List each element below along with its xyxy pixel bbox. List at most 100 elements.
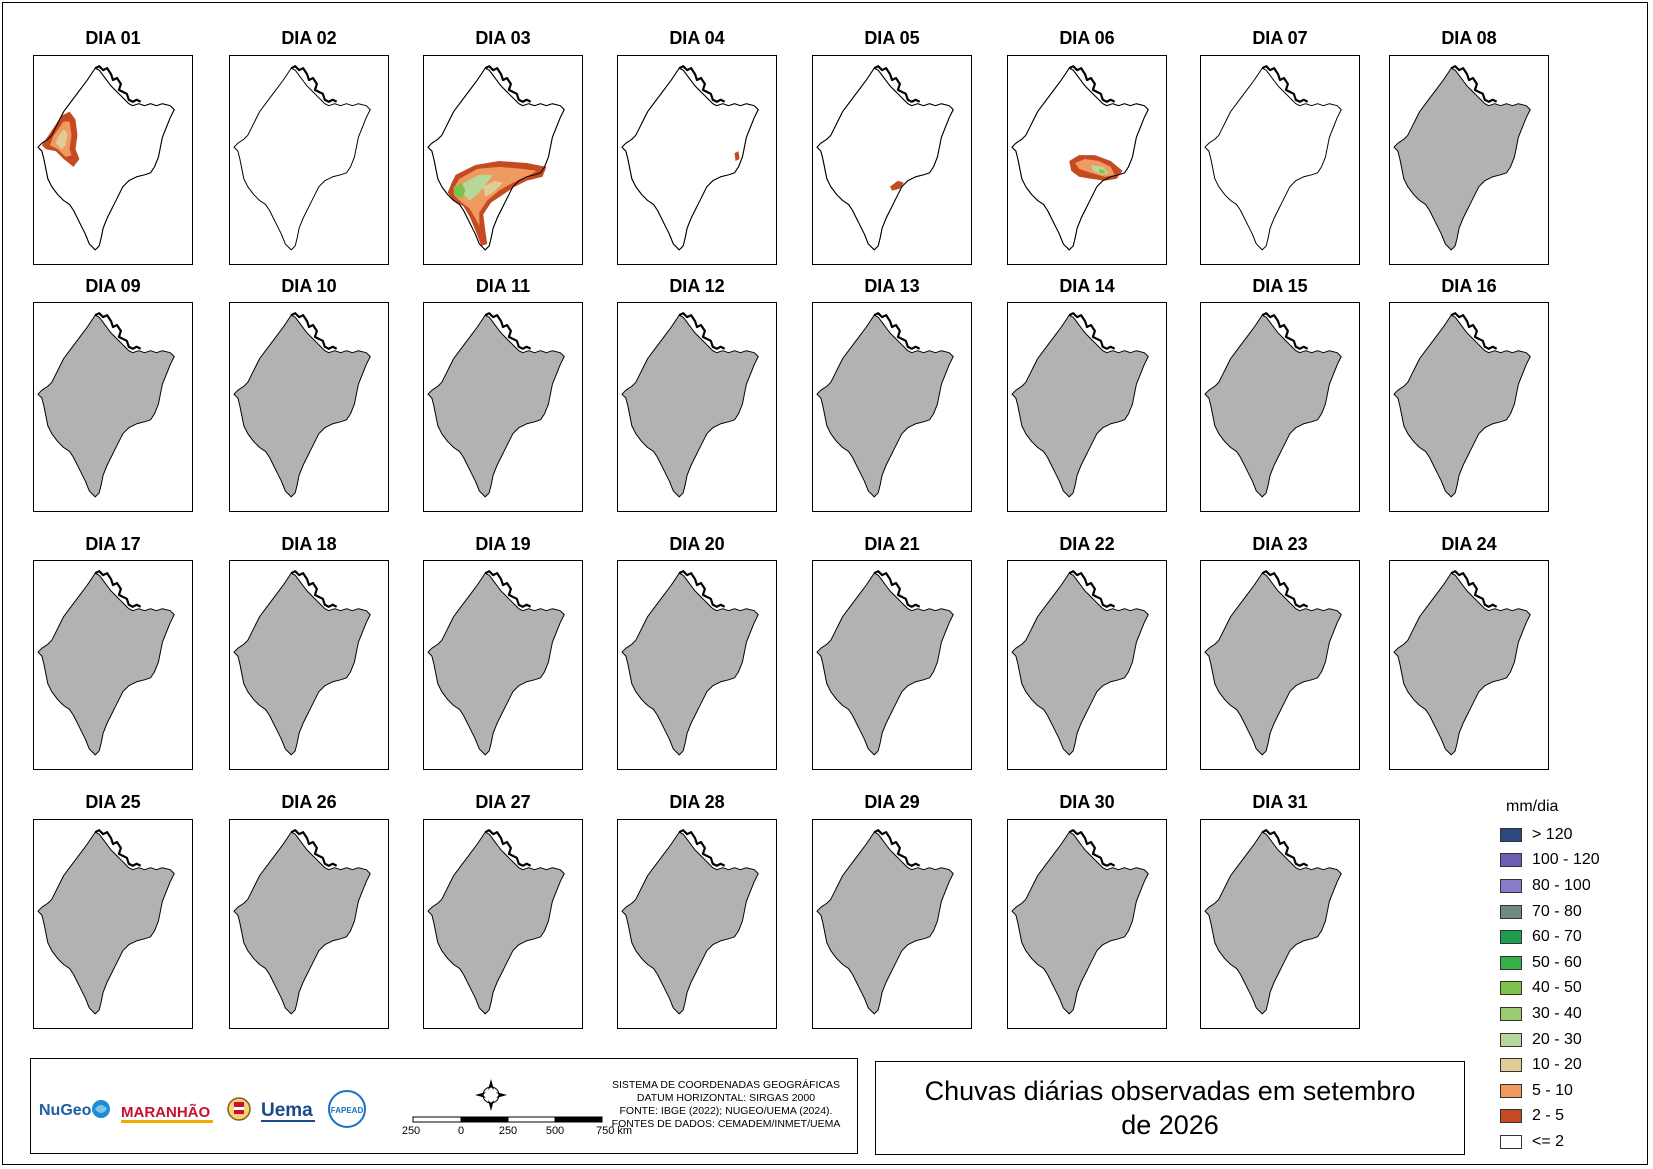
day-map-panel [1200, 55, 1360, 265]
state-outline-map [1204, 829, 1342, 1015]
day-map-title: DIA 11 [475, 276, 531, 296]
legend-label: 70 - 80 [1532, 902, 1582, 920]
day-map-title: DIA 30 [1059, 792, 1115, 812]
day-map-title: DIA 07 [1252, 28, 1308, 48]
coastline [1261, 312, 1309, 350]
state-boundary [816, 572, 954, 756]
coastline [94, 312, 142, 350]
day-map-title: DIA 14 [1059, 276, 1115, 296]
day-map-title: DIA 31 [1252, 792, 1308, 812]
coastline [484, 65, 532, 103]
day-map-panel [617, 302, 777, 512]
coastline [1261, 65, 1309, 103]
coastline [290, 829, 338, 867]
credits-line: FONTE: IBGE (2022); NUGEO/UEMA (2024). [619, 1105, 833, 1117]
legend-item: 80 - 100 [1500, 873, 1640, 899]
state-boundary-overlay [427, 67, 565, 251]
day-map-title: DIA 01 [85, 28, 141, 48]
legend-item: 50 - 60 [1500, 950, 1640, 976]
day-map-panel [423, 302, 583, 512]
coastline [1068, 570, 1116, 608]
day-map-title: DIA 16 [1441, 276, 1497, 296]
day-map-panel [1200, 819, 1360, 1029]
coastline [1450, 570, 1498, 608]
state-outline-map [816, 312, 954, 498]
legend-item: > 120 [1500, 822, 1640, 848]
legend-label: <= 2 [1532, 1132, 1565, 1150]
coastline [678, 65, 726, 103]
info-box: NuGeo MARANHÃO Uema FAPEAD [30, 1058, 858, 1154]
state-boundary [621, 572, 759, 756]
day-map-panel [1389, 55, 1549, 265]
state-outline-map [233, 65, 371, 251]
day-map-panel [33, 560, 193, 770]
credits: SISTEMA DE COORDENADAS GEOGRÁFICAS DATUM… [606, 1079, 846, 1131]
legend-label: > 120 [1532, 825, 1573, 843]
rainfall-area [461, 174, 494, 201]
state-outline-map [37, 570, 175, 756]
day-map-panel [812, 55, 972, 265]
legend-item: 30 - 40 [1500, 1001, 1640, 1027]
state-outline-map [37, 65, 175, 251]
coastline [1450, 312, 1498, 350]
rainfall-area [55, 129, 68, 150]
state-boundary [37, 572, 175, 756]
coastline [484, 312, 532, 350]
coastline [1261, 829, 1309, 867]
legend-label: 30 - 40 [1532, 1004, 1582, 1022]
day-map-title: DIA 03 [475, 28, 531, 48]
rainfall-area [483, 180, 503, 197]
day-map-title: DIA 12 [669, 276, 725, 296]
credits-line: SISTEMA DE COORDENADAS GEOGRÁFICAS [611, 1079, 841, 1091]
day-map-title: DIA 13 [864, 276, 920, 296]
legend: mm/dia > 120 100 - 120 80 - 100 70 - 80 60 -… [1500, 798, 1640, 1155]
day-map-panel [812, 302, 972, 512]
state-boundary-overlay [621, 67, 759, 251]
state-outline-map [1393, 65, 1531, 251]
legend-label: 10 - 20 [1532, 1056, 1582, 1074]
day-map-panel [229, 560, 389, 770]
day-map-panel [33, 55, 193, 265]
coastline [290, 570, 338, 608]
day-map-panel [812, 560, 972, 770]
day-map-title: DIA 24 [1441, 534, 1497, 554]
coastline [290, 65, 338, 103]
day-map-title: DIA 02 [281, 28, 337, 48]
state-outline-map [1011, 65, 1149, 251]
day-map-title: DIA 18 [281, 534, 337, 554]
legend-label: 100 - 120 [1532, 851, 1600, 869]
day-map-panel [812, 819, 972, 1029]
legend-item: 2 - 5 [1500, 1104, 1640, 1130]
day-map-panel [423, 560, 583, 770]
legend-label: 80 - 100 [1532, 876, 1591, 894]
coastline [94, 829, 142, 867]
state-outline-map [1204, 312, 1342, 498]
state-boundary [37, 831, 175, 1015]
logos: NuGeo MARANHÃO Uema FAPEAD [37, 1089, 367, 1129]
day-map-title: DIA 22 [1059, 534, 1115, 554]
legend-label: 20 - 30 [1532, 1030, 1582, 1048]
legend-swatch [1500, 904, 1522, 919]
state-outline-map [427, 570, 565, 756]
state-boundary-overlay [816, 67, 954, 251]
state-boundary [1204, 67, 1342, 251]
state-outline-map [233, 570, 371, 756]
maranhao-logo-text: MARANHÃO [121, 1103, 210, 1121]
state-boundary [233, 314, 371, 498]
state-boundary [1011, 831, 1149, 1015]
state-outline-map [233, 312, 371, 498]
day-map-panel [423, 55, 583, 265]
legend-label: 50 - 60 [1532, 953, 1582, 971]
day-map-title: DIA 10 [281, 276, 337, 296]
coastline [873, 312, 921, 350]
legend-label: 2 - 5 [1532, 1107, 1565, 1125]
day-map-panel [617, 55, 777, 265]
legend-swatch [1500, 981, 1522, 996]
state-boundary [621, 314, 759, 498]
state-outline-map [1011, 312, 1149, 498]
state-boundary-overlay [1011, 67, 1149, 251]
state-outline-map [37, 312, 175, 498]
coastline [94, 65, 142, 103]
coastline [678, 829, 726, 867]
legend-swatch [1500, 1006, 1522, 1021]
